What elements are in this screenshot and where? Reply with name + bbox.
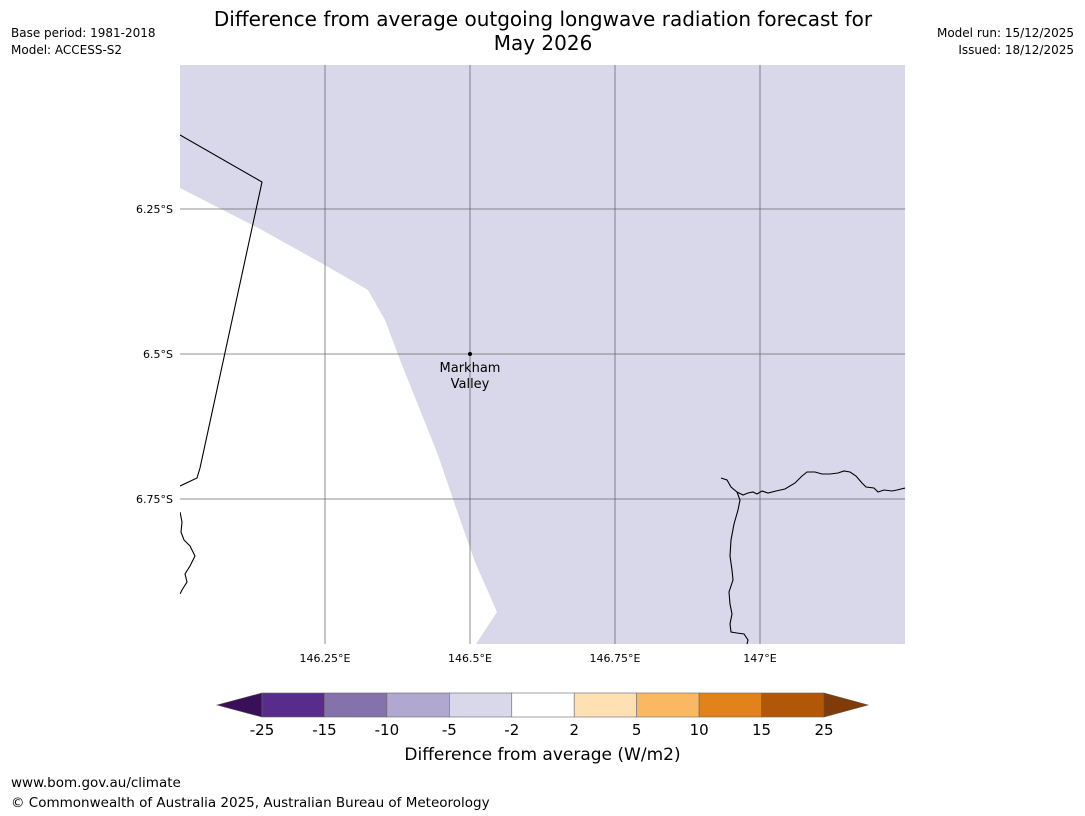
footer-url-link[interactable]: www.bom.gov.au/climate (11, 775, 181, 791)
border-line (180, 134, 263, 487)
colorbar-tick-label: -15 (312, 721, 337, 739)
colorbar-tick-label: 10 (690, 721, 709, 739)
lon-label: 147°E (743, 652, 776, 665)
lon-label: 146.75°E (590, 652, 641, 665)
colorbar-tick-label: -10 (375, 721, 400, 739)
colorbar-tick-label: 25 (814, 721, 833, 739)
model-name-text: Model: ACCESS-S2 (11, 43, 123, 57)
place-label-line1: Markham (440, 361, 501, 376)
place-marker (468, 352, 472, 356)
title-line-1: Difference from average outgoing longwav… (213, 7, 873, 31)
colorbar-segment (324, 692, 388, 718)
colorbar-tick-label: -5 (442, 721, 457, 739)
colorbar-segments (261, 692, 825, 718)
lat-label: 6.25°S (136, 203, 173, 216)
boundaries (180, 134, 905, 644)
colorbar-tick-label: -25 (250, 721, 275, 739)
colorbar-segment (449, 692, 513, 718)
colorbar-label: Difference from average (W/m2) (404, 745, 681, 765)
colorbar: -25 -15 -10 -5 -2 2 5 10 15 25 (215, 692, 870, 739)
header-meta-left: Base period: 1981-2018 Model: ACCESS-S2 (11, 25, 156, 59)
model-run-text: Model run: 15/12/2025 (936, 26, 1074, 40)
colorbar-segment (386, 692, 450, 718)
colorbar-tick-label: 5 (632, 721, 642, 739)
map-plot-area (180, 65, 905, 644)
header-meta-right: Model run: 15/12/2025 Issued: 18/12/2025 (937, 25, 1074, 59)
colorbar-tick-label: 15 (752, 721, 771, 739)
lon-label: 146.5°E (448, 652, 492, 665)
place-label-line2: Valley (451, 377, 490, 392)
colorbar-segment (761, 692, 825, 718)
colorbar-segment (511, 692, 575, 718)
page-title: Difference from average outgoing longwav… (185, 7, 901, 55)
lat-label: 6.5°S (143, 348, 173, 361)
coastline-west (180, 511, 196, 595)
colorbar-segment (636, 692, 700, 718)
colorbar-tick-label: 2 (569, 721, 579, 739)
graticule (180, 65, 905, 644)
issued-date-text: Issued: 18/12/2025 (958, 43, 1074, 57)
colorbar-extend-high (823, 692, 870, 718)
colorbar-extend-low (215, 692, 263, 718)
colorbar-tick-label: -2 (504, 721, 519, 739)
colorbar-segment (573, 692, 637, 718)
colorbar-ticks: -25 -15 -10 -5 -2 2 5 10 15 25 (250, 721, 834, 739)
base-period-text: Base period: 1981-2018 (11, 26, 156, 40)
colorbar-segment (698, 692, 762, 718)
lon-label: 146.25°E (300, 652, 351, 665)
colorbar-segment (261, 692, 325, 718)
copyright-text: © Commonwealth of Australia 2025, Austra… (11, 795, 490, 811)
lat-label: 6.75°S (136, 493, 173, 506)
river-line (728, 491, 749, 644)
title-line-2: May 2026 (493, 31, 593, 55)
coastline-east (720, 470, 905, 496)
